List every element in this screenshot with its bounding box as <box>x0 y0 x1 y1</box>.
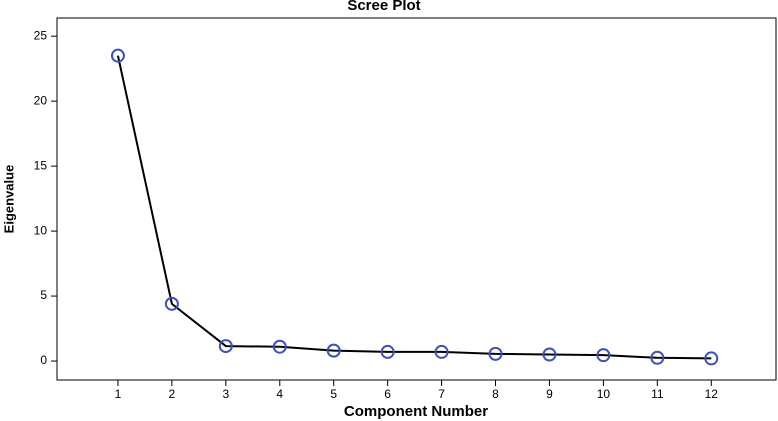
x-tick-label: 11 <box>651 387 664 401</box>
chart-title: Scree Plot <box>347 0 420 14</box>
data-point <box>488 346 503 361</box>
x-tick-label: 7 <box>438 387 445 401</box>
data-point <box>326 343 341 358</box>
x-tick-label: 2 <box>169 387 176 401</box>
y-tick-label: 5 <box>40 288 47 302</box>
x-tick-label: 12 <box>705 387 719 401</box>
data-point <box>650 350 665 365</box>
y-tick-label: 15 <box>34 158 48 172</box>
plot-frame <box>56 17 777 381</box>
data-point <box>110 48 125 63</box>
data-point <box>272 339 287 354</box>
data-point <box>542 347 557 362</box>
data-point <box>596 348 611 363</box>
x-axis-label: Component Number <box>344 403 488 420</box>
data-point <box>218 339 233 354</box>
x-tick-label: 9 <box>546 387 553 401</box>
x-tick-label: 8 <box>492 387 499 401</box>
y-tick-label: 20 <box>34 93 48 107</box>
x-tick-label: 10 <box>597 387 611 401</box>
data-point <box>164 296 179 311</box>
x-tick-label: 6 <box>384 387 391 401</box>
data-point <box>434 344 449 359</box>
x-tick-label: 3 <box>222 387 229 401</box>
y-tick-label: 0 <box>40 353 47 367</box>
y-tick-label: 10 <box>34 223 48 237</box>
x-tick-label: 1 <box>115 387 122 401</box>
data-point <box>380 344 395 359</box>
x-tick-label: 4 <box>276 387 283 401</box>
x-tick-label: 5 <box>330 387 337 401</box>
data-line <box>116 55 712 360</box>
y-tick-label: 25 <box>34 28 48 42</box>
data-point <box>704 351 719 366</box>
y-axis-label: Eigenvalue <box>1 165 16 234</box>
